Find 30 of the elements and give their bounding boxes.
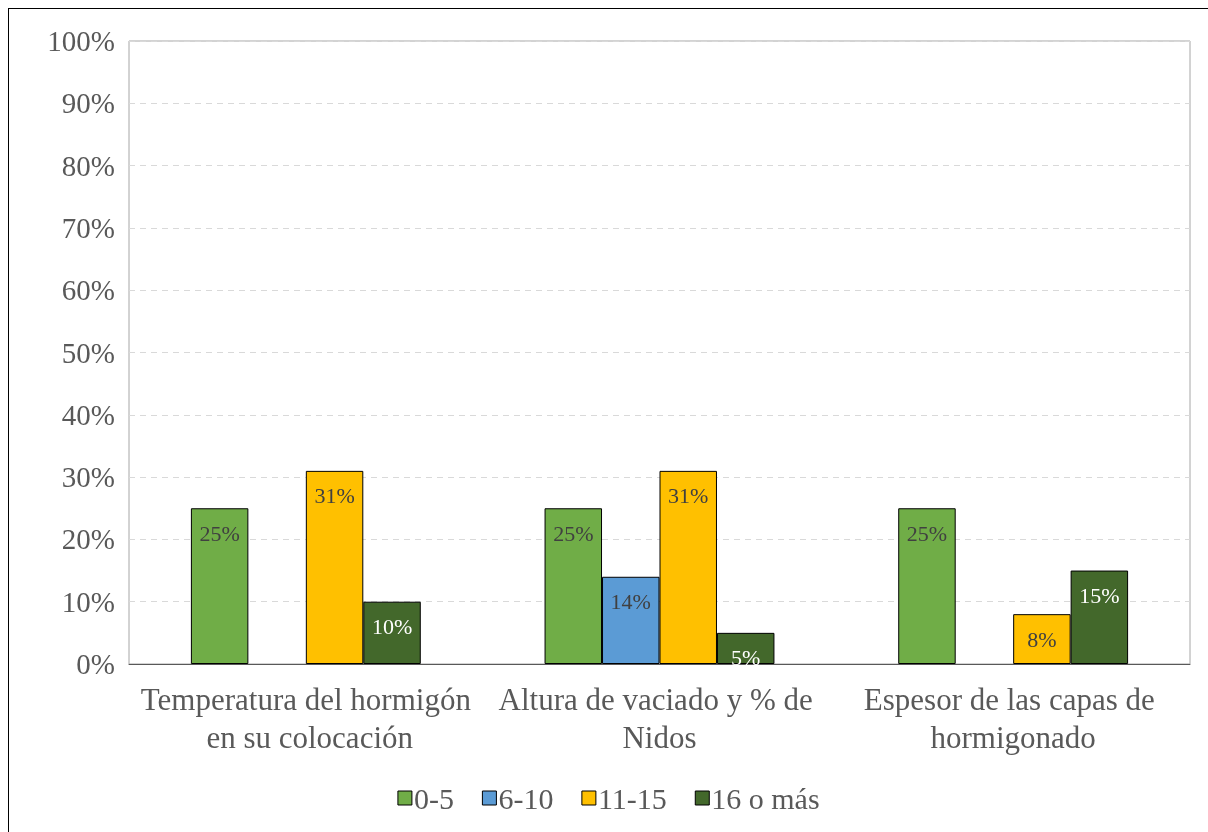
legend-label: 6-10 bbox=[498, 781, 554, 815]
data-label: 25% bbox=[906, 520, 948, 546]
y-tick-label: 30% bbox=[61, 461, 115, 494]
legend-label: 11-15 bbox=[597, 781, 667, 815]
y-tick-label: 90% bbox=[61, 87, 115, 120]
y-tick-label: 50% bbox=[61, 336, 115, 369]
data-label: 15% bbox=[1079, 583, 1120, 609]
y-tick-label: 70% bbox=[61, 211, 115, 244]
y-tick-label: 60% bbox=[61, 274, 115, 307]
data-label: 14% bbox=[610, 589, 651, 615]
data-label: 25% bbox=[553, 520, 594, 546]
legend-label: 16 o más bbox=[711, 781, 820, 815]
data-label: 31% bbox=[668, 483, 709, 509]
x-tick-label: Temperatura del hormigón en su colocación bbox=[140, 681, 472, 755]
bar bbox=[190, 508, 249, 664]
y-tick-label: 20% bbox=[61, 523, 115, 556]
data-label: 5% bbox=[731, 645, 761, 671]
y-tick-label: 40% bbox=[61, 398, 115, 431]
bar bbox=[898, 508, 956, 664]
y-tick-label: 0% bbox=[76, 648, 115, 680]
y-tick-label: 10% bbox=[61, 585, 115, 618]
data-label: 10% bbox=[371, 614, 413, 640]
data-label: 25% bbox=[199, 520, 240, 546]
data-label: 31% bbox=[314, 483, 355, 509]
y-tick-label: 100% bbox=[47, 25, 115, 57]
x-tick-label: Altura de vaciado y % de Nidos bbox=[498, 681, 821, 755]
legend-label: 0-5 bbox=[413, 781, 454, 815]
x-tick-label: Espesor de las capas de hormigonado bbox=[863, 681, 1163, 755]
y-tick-label: 80% bbox=[61, 149, 115, 182]
data-label: 8% bbox=[1027, 626, 1057, 652]
